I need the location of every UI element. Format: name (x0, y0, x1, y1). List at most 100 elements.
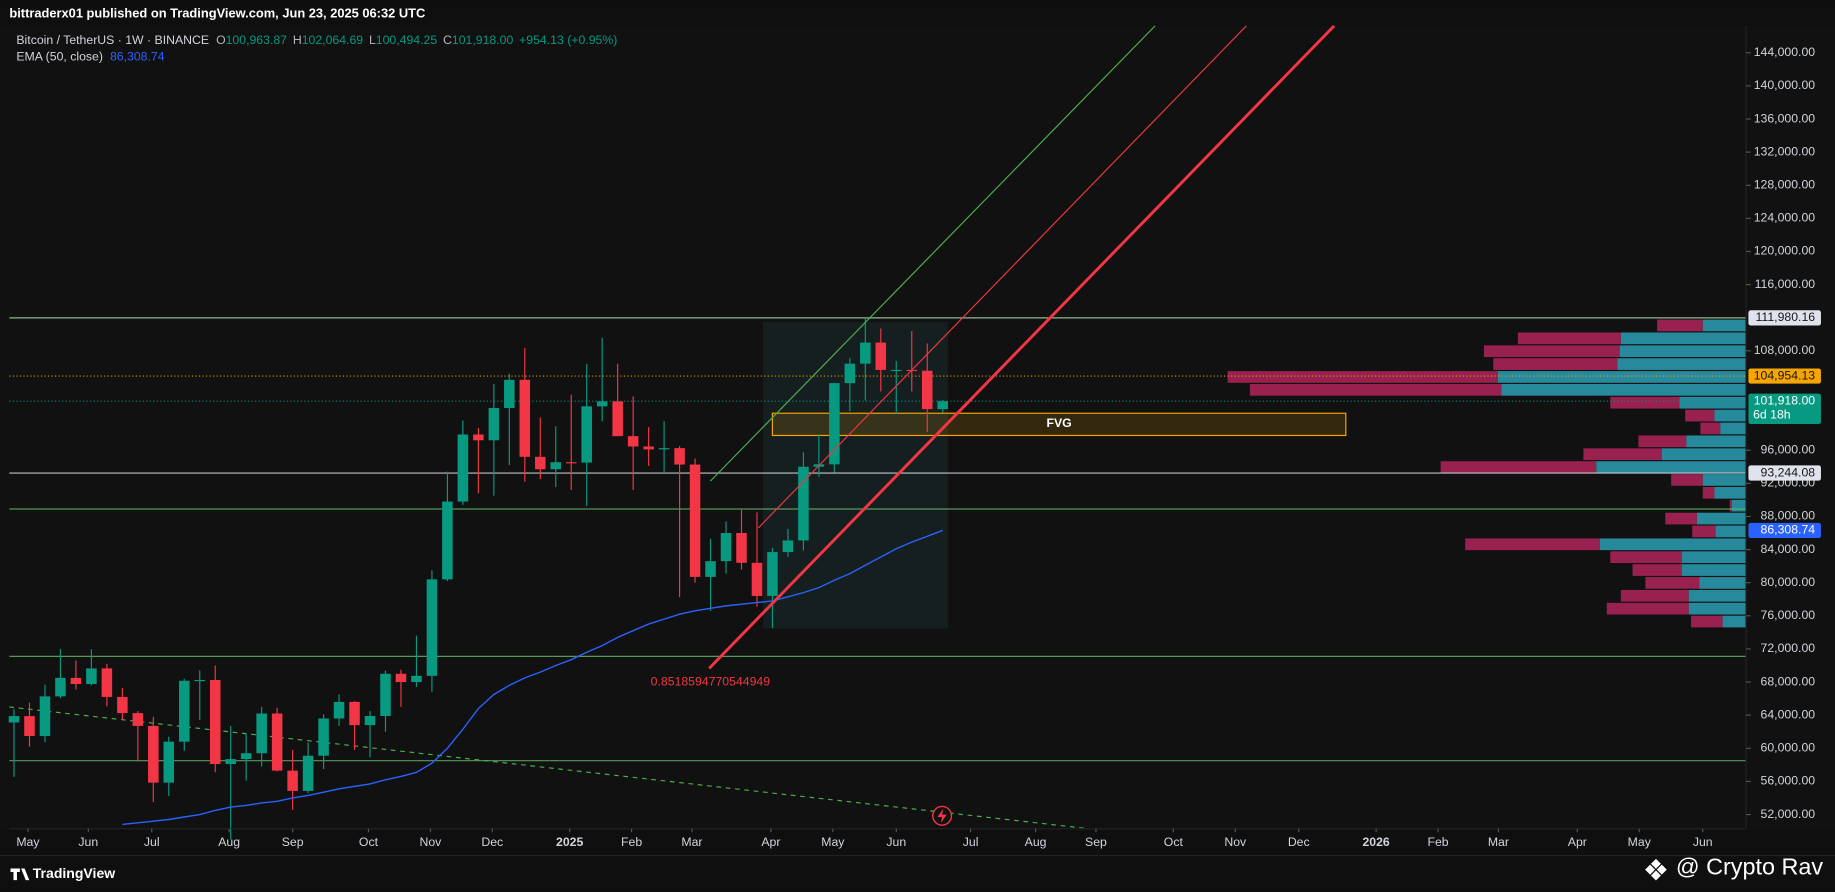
candle-body (767, 552, 778, 596)
x-tick-label: Aug (1025, 835, 1047, 849)
y-tick-label: 124,000.00 (1754, 211, 1816, 225)
indicator-line: EMA (50, close) 86,308.74 (16, 50, 164, 64)
candle-body (535, 456, 546, 470)
indicator-value: 86,308.74 (110, 50, 165, 64)
profile-bar (1700, 422, 1721, 435)
candle-body (658, 448, 670, 450)
levels (9, 317, 1747, 762)
plot-background (0, 25, 1835, 832)
candle-body (349, 701, 360, 726)
y-tick-label: 140,000.00 (1754, 78, 1816, 92)
x-tick-label: Apr (761, 835, 780, 849)
candle-body (240, 753, 252, 760)
y-tick-label: 128,000.00 (1754, 178, 1816, 192)
candle-body (705, 561, 716, 577)
profile-bar (1720, 422, 1747, 435)
y-tick-label: 60,000.00 (1761, 741, 1816, 755)
candle-body (519, 379, 531, 457)
profile-bar (1702, 474, 1747, 486)
fvg-label: FVG (1046, 416, 1071, 430)
x-tick-label: Feb (1427, 835, 1448, 849)
candle-body (39, 696, 51, 737)
profile-bar (1501, 383, 1747, 396)
profile-bar (1702, 486, 1715, 499)
fib-label: 0.8518594770544949 (651, 675, 771, 689)
profile-bar (1465, 538, 1600, 551)
x-tick-label: Sep (282, 835, 304, 849)
price-badge (1748, 393, 1821, 425)
profile-bar (1661, 448, 1747, 461)
profile-bar (1497, 371, 1747, 383)
profile-bar (1440, 461, 1597, 473)
candle-body (86, 668, 97, 685)
ema-line (122, 529, 943, 826)
x-tick-label: Jun (1693, 835, 1713, 849)
y-tick-label: 96,000.00 (1761, 442, 1816, 456)
profile-bar (1681, 564, 1747, 576)
profile-bar (1645, 577, 1700, 589)
candle-body (411, 675, 422, 683)
candle-body (395, 673, 407, 683)
y-tick-label: 84,000.00 (1761, 542, 1816, 556)
x-tick-label: Sep (1085, 835, 1107, 849)
candle-body (674, 448, 685, 465)
candle-body (689, 464, 701, 577)
fvg-box (771, 412, 1347, 437)
candle-body (8, 716, 20, 723)
candle-body (194, 679, 206, 682)
y-tick-label: 132,000.00 (1754, 144, 1816, 158)
y-tick-label: 76,000.00 (1761, 608, 1816, 622)
h-value: 102,064.69 (302, 33, 364, 47)
candle-body (504, 379, 515, 408)
candle-body (550, 462, 562, 470)
candle-body (643, 446, 654, 450)
event-icon-bolt (937, 808, 947, 823)
price-badge-label: 86,308.74 (1761, 523, 1816, 537)
candle-body (457, 434, 469, 502)
profile-bar (1699, 577, 1747, 589)
profile-bar (1620, 332, 1747, 345)
range-box (763, 321, 948, 629)
x-tick-label: Apr (1568, 835, 1587, 849)
l-value: 100,494.25 (376, 33, 438, 47)
candle-body (318, 718, 329, 756)
candle-body (442, 501, 453, 580)
price-badge-label: 101,918.00 (1754, 393, 1816, 407)
price-badge (1748, 522, 1821, 539)
profile-bar (1685, 409, 1715, 422)
candle-body (179, 680, 190, 742)
price-badge (1748, 310, 1821, 326)
watermark: @ Crypto Rav (1676, 854, 1824, 880)
x-tick-label: May (821, 835, 845, 849)
x-tick-label: Nov (419, 835, 442, 849)
watermark-logo (1645, 858, 1667, 881)
x-tick-label: Feb (621, 835, 642, 849)
profile-bar (1722, 615, 1747, 628)
price-badge (1748, 465, 1821, 481)
h-letter: H (293, 33, 302, 47)
candle-body (380, 673, 391, 716)
x-tick-label: Jun (78, 835, 98, 849)
y-tick-label: 56,000.00 (1761, 774, 1816, 788)
profile-bar (1583, 448, 1662, 461)
change: +954.13 (+0.95%) (519, 33, 617, 47)
publisher: bittraderx01 published on TradingView.co… (9, 6, 425, 21)
candle-body (875, 342, 887, 370)
candle-body (829, 383, 840, 465)
y-tick-label: 80,000.00 (1761, 575, 1816, 589)
brand: TradingView (33, 865, 115, 881)
x-tick-label: May (1628, 835, 1652, 849)
price-badge-label: 93,244.08 (1761, 465, 1816, 479)
profile-bar (1679, 396, 1747, 409)
symbol: Bitcoin / TetherUS · 1W · BINANCE (16, 33, 209, 47)
profile-bar (1606, 602, 1689, 615)
profile-bar (1671, 474, 1703, 486)
y-tick-label: 72,000.00 (1761, 641, 1816, 655)
candle-body (55, 677, 66, 697)
c-value: 101,918.00 (452, 33, 514, 47)
candle-body (426, 579, 438, 676)
axes: 52,000.00 56,000.00 60,000.00 64,000.00 68,0… (9, 25, 1821, 849)
x-tick-label: Oct (1164, 835, 1184, 849)
x-tick-label: Jul (963, 835, 979, 849)
profile-bar (1517, 332, 1621, 345)
